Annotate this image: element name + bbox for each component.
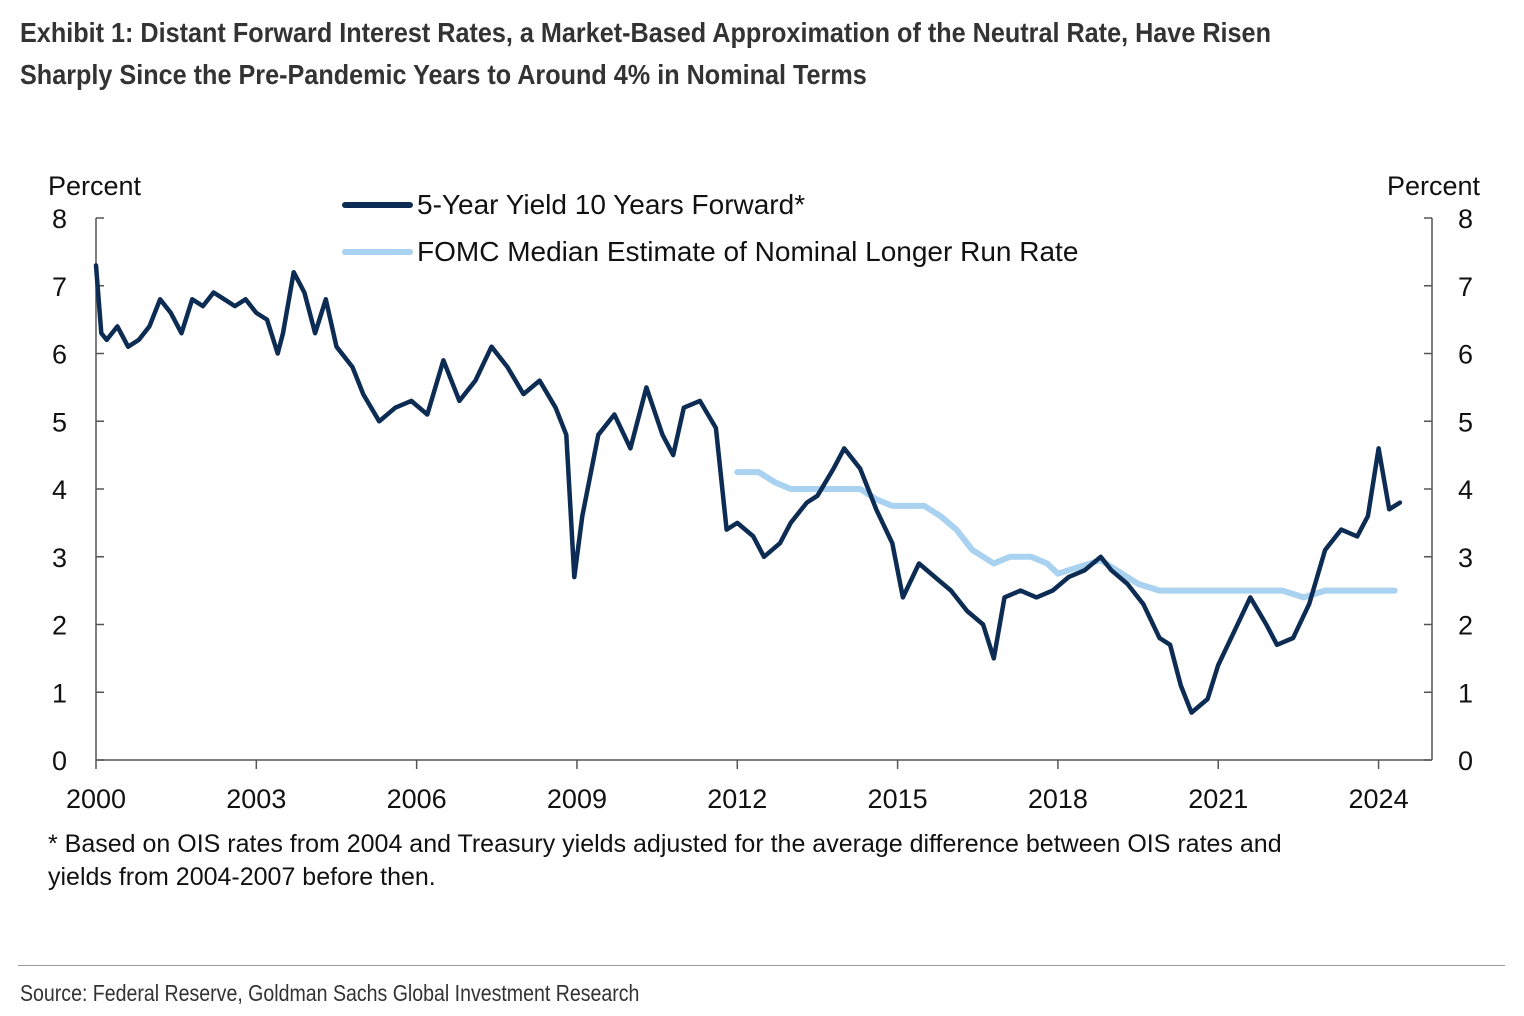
- right-axis-label: Percent: [1387, 171, 1481, 201]
- x-tick-label: 2018: [1028, 784, 1088, 814]
- footnote-line-2: yields from 2004-2007 before then.: [48, 863, 436, 891]
- y-tick-left-label: 8: [52, 204, 67, 234]
- y-tick-left-label: 7: [52, 272, 67, 302]
- title-line-1: Exhibit 1: Distant Forward Interest Rate…: [20, 17, 1271, 48]
- y-tick-left-label: 0: [52, 746, 67, 776]
- chart-title: Exhibit 1: Distant Forward Interest Rate…: [20, 12, 1352, 96]
- divider: [18, 965, 1505, 966]
- series-line-forward-yield: [93, 263, 1403, 715]
- x-tick-label: 2024: [1349, 784, 1409, 814]
- plot-area: 0 01 12 23 34 45 56 67 78 8 2000 2003 2006 2009 2012 2…: [52, 204, 1473, 814]
- source-note: Source: Federal Reserve, Goldman Sachs G…: [20, 980, 640, 1006]
- legend-label-fomc: FOMC Median Estimate of Nominal Longer R…: [417, 236, 1078, 267]
- y-tick-right-label: 2: [1458, 611, 1473, 641]
- title-line-2: Sharply Since the Pre-Pandemic Years to …: [20, 59, 867, 90]
- x-tick-label: 2021: [1188, 784, 1248, 814]
- y-tick-left-label: 2: [52, 611, 67, 641]
- y-tick-right-label: 6: [1458, 340, 1473, 370]
- y-tick-right-label: 1: [1458, 678, 1473, 708]
- legend-label-forward-yield: 5-Year Yield 10 Years Forward*: [417, 189, 805, 220]
- y-tick-right-label: 0: [1458, 746, 1473, 776]
- series-layer: [93, 263, 1403, 715]
- footnote: * Based on OIS rates from 2004 and Treas…: [48, 828, 1488, 894]
- line-chart: 0 01 12 23 34 45 56 67 78 8 2000 2003 2006 2009 2012 2…: [48, 171, 1481, 814]
- y-tick-right-label: 4: [1458, 475, 1473, 505]
- x-tick-label: 2015: [868, 784, 928, 814]
- footnote-line-1: * Based on OIS rates from 2004 and Treas…: [48, 830, 1282, 858]
- y-tick-left-label: 1: [52, 678, 67, 708]
- y-tick-right-label: 8: [1458, 204, 1473, 234]
- x-tick-label: 2012: [707, 784, 767, 814]
- y-tick-right-label: 3: [1458, 543, 1473, 573]
- y-tick-left-label: 4: [52, 475, 67, 505]
- y-tick-left-label: 6: [52, 340, 67, 370]
- y-ticks: 0 0 1 1 2 2 3 3 4 4 5 5 6 6 7 7 8 8: [52, 204, 1473, 776]
- x-tick-label: 2009: [547, 784, 607, 814]
- series-line-fomc: [734, 469, 1398, 601]
- x-ticks: 2000 2003 2006 2009 2012 2015 2018 2021 2024: [66, 760, 1409, 814]
- y-tick-left-label: 5: [52, 407, 67, 437]
- y-tick-right-label: 7: [1458, 272, 1473, 302]
- x-tick-label: 2006: [387, 784, 447, 814]
- left-axis-label: Percent: [48, 171, 142, 201]
- y-tick-right-label: 5: [1458, 407, 1473, 437]
- x-tick-label: 2000: [66, 784, 126, 814]
- x-tick-label: 2003: [226, 784, 286, 814]
- legend: 5-Year Yield 10 Years Forward* FOMC Medi…: [342, 189, 1078, 267]
- y-tick-left-label: 3: [52, 543, 67, 573]
